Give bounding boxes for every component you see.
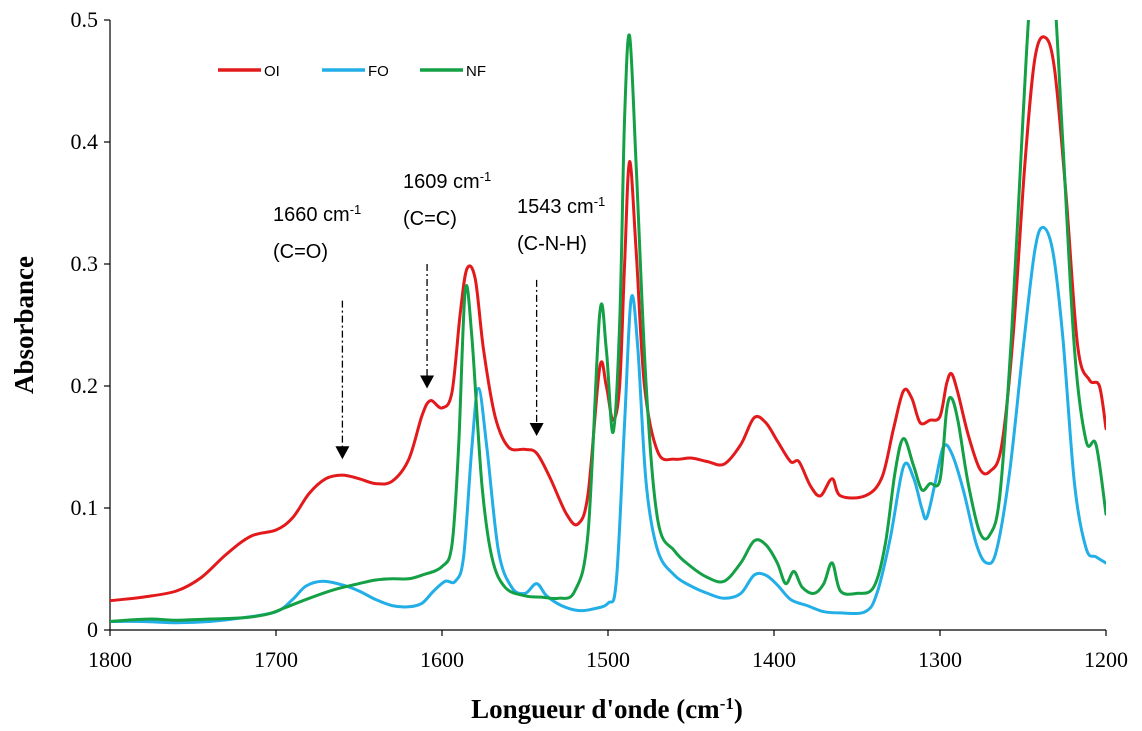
legend-label: FO: [368, 63, 389, 80]
legend-item-fo: FO: [322, 63, 389, 80]
legend: OI FO NF: [218, 63, 486, 80]
y-axis-title: Absorbance: [9, 256, 39, 394]
x-tick-label: 1200: [1084, 647, 1128, 672]
annotation-wavenumber: 1660 cm-1: [273, 202, 361, 227]
series-line-fo: [110, 225, 1106, 625]
series-line-oi: [110, 35, 1106, 603]
x-tick-label: 1700: [254, 647, 298, 672]
legend-item-oi: OI: [218, 63, 280, 80]
arrow-down-icon: [529, 423, 544, 437]
annotation-bond: (C-N-H): [517, 233, 587, 255]
axes: 1800 1700 1600 1500 1400 1300 1200 0 0.1 0.2 0.3 0.…: [71, 7, 1129, 672]
x-tick-label: 1600: [420, 647, 464, 672]
annotation-wavenumber: 1543 cm-1: [517, 194, 605, 219]
arrow-down-icon: [420, 375, 435, 389]
arrow-down-icon: [335, 446, 350, 460]
y-tick-label: 0.3: [71, 251, 99, 276]
x-tick-label: 1500: [586, 647, 630, 672]
y-tick-label: 0.2: [71, 373, 99, 398]
y-tick-label: 0.5: [71, 7, 99, 32]
annotation-layer: 1660 cm-1 (C=O) 1609 cm-1 (C=C) 1543 cm-1 (C-…: [273, 169, 605, 460]
annotation-bond: (C=O): [273, 241, 328, 263]
y-tick-label: 0: [87, 617, 98, 642]
annotation-bond: (C=C): [403, 208, 457, 230]
legend-item-nf: NF: [420, 63, 486, 80]
series-line-nf: [110, 20, 1106, 623]
x-axis-title-sup: -1: [720, 694, 734, 713]
series-layer: [110, 20, 1106, 625]
annotation-1660: 1660 cm-1 (C=O): [273, 202, 361, 460]
x-axis-title-end: ): [734, 694, 743, 724]
x-axis-title: Longueur d'onde (cm-1): [471, 694, 743, 725]
y-tick-label: 0.1: [71, 495, 99, 520]
x-tick-label: 1400: [752, 647, 796, 672]
x-tick-label: 1800: [88, 647, 132, 672]
annotation-wavenumber: 1609 cm-1: [403, 169, 491, 194]
legend-label: OI: [264, 63, 280, 80]
legend-label: NF: [466, 63, 486, 80]
annotation-1543: 1543 cm-1 (C-N-H): [517, 194, 605, 437]
x-axis-title-main: Longueur d'onde (cm: [471, 694, 720, 724]
y-tick-label: 0.4: [71, 129, 99, 154]
annotation-1609: 1609 cm-1 (C=C): [403, 169, 491, 389]
x-tick-label: 1300: [918, 647, 962, 672]
